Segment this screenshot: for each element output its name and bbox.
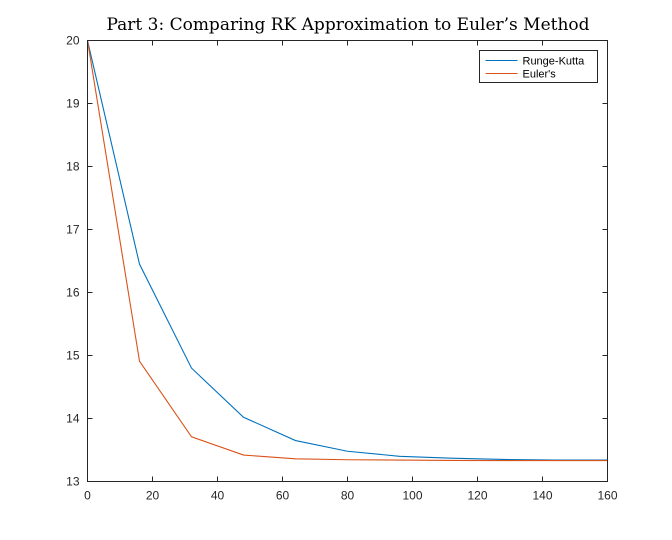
plot-area [87, 40, 608, 482]
axes-ticks: 0 20 40 60 80 100 120 140 160 13 14 15 16 17 18 19 20 [66, 34, 618, 503]
x-tick-label: 160 [597, 489, 617, 503]
legend-label: Euler's [523, 69, 557, 81]
y-tick-label: 15 [66, 349, 80, 363]
x-tick-label: 40 [211, 489, 225, 503]
y-tick-label: 18 [66, 160, 80, 174]
plot-frame [87, 40, 608, 482]
series-layer [86, 40, 608, 462]
y-tick-label: 20 [66, 34, 80, 48]
y-tick-label: 16 [66, 286, 80, 300]
x-tick-label: 60 [276, 489, 290, 503]
x-tick-label: 100 [402, 489, 422, 503]
x-tick-label: 0 [84, 489, 91, 503]
y-tick-label: 17 [66, 223, 80, 237]
x-tick-label: 140 [532, 489, 552, 503]
series-line-runge-kutta [86, 40, 608, 461]
x-tick-label: 80 [341, 489, 355, 503]
y-tick-label: 19 [66, 97, 80, 111]
x-tick-label: 120 [467, 489, 487, 503]
legend-label: Runge-Kutta [523, 56, 586, 68]
y-tick-label: 14 [66, 412, 80, 426]
series-line-euler-s [86, 40, 608, 462]
y-tick-label: 13 [66, 475, 80, 489]
chart-title: Part 3: Comparing RK Approximation to Eu… [106, 15, 589, 35]
legend-box [479, 50, 598, 83]
x-tick-label: 20 [146, 489, 160, 503]
